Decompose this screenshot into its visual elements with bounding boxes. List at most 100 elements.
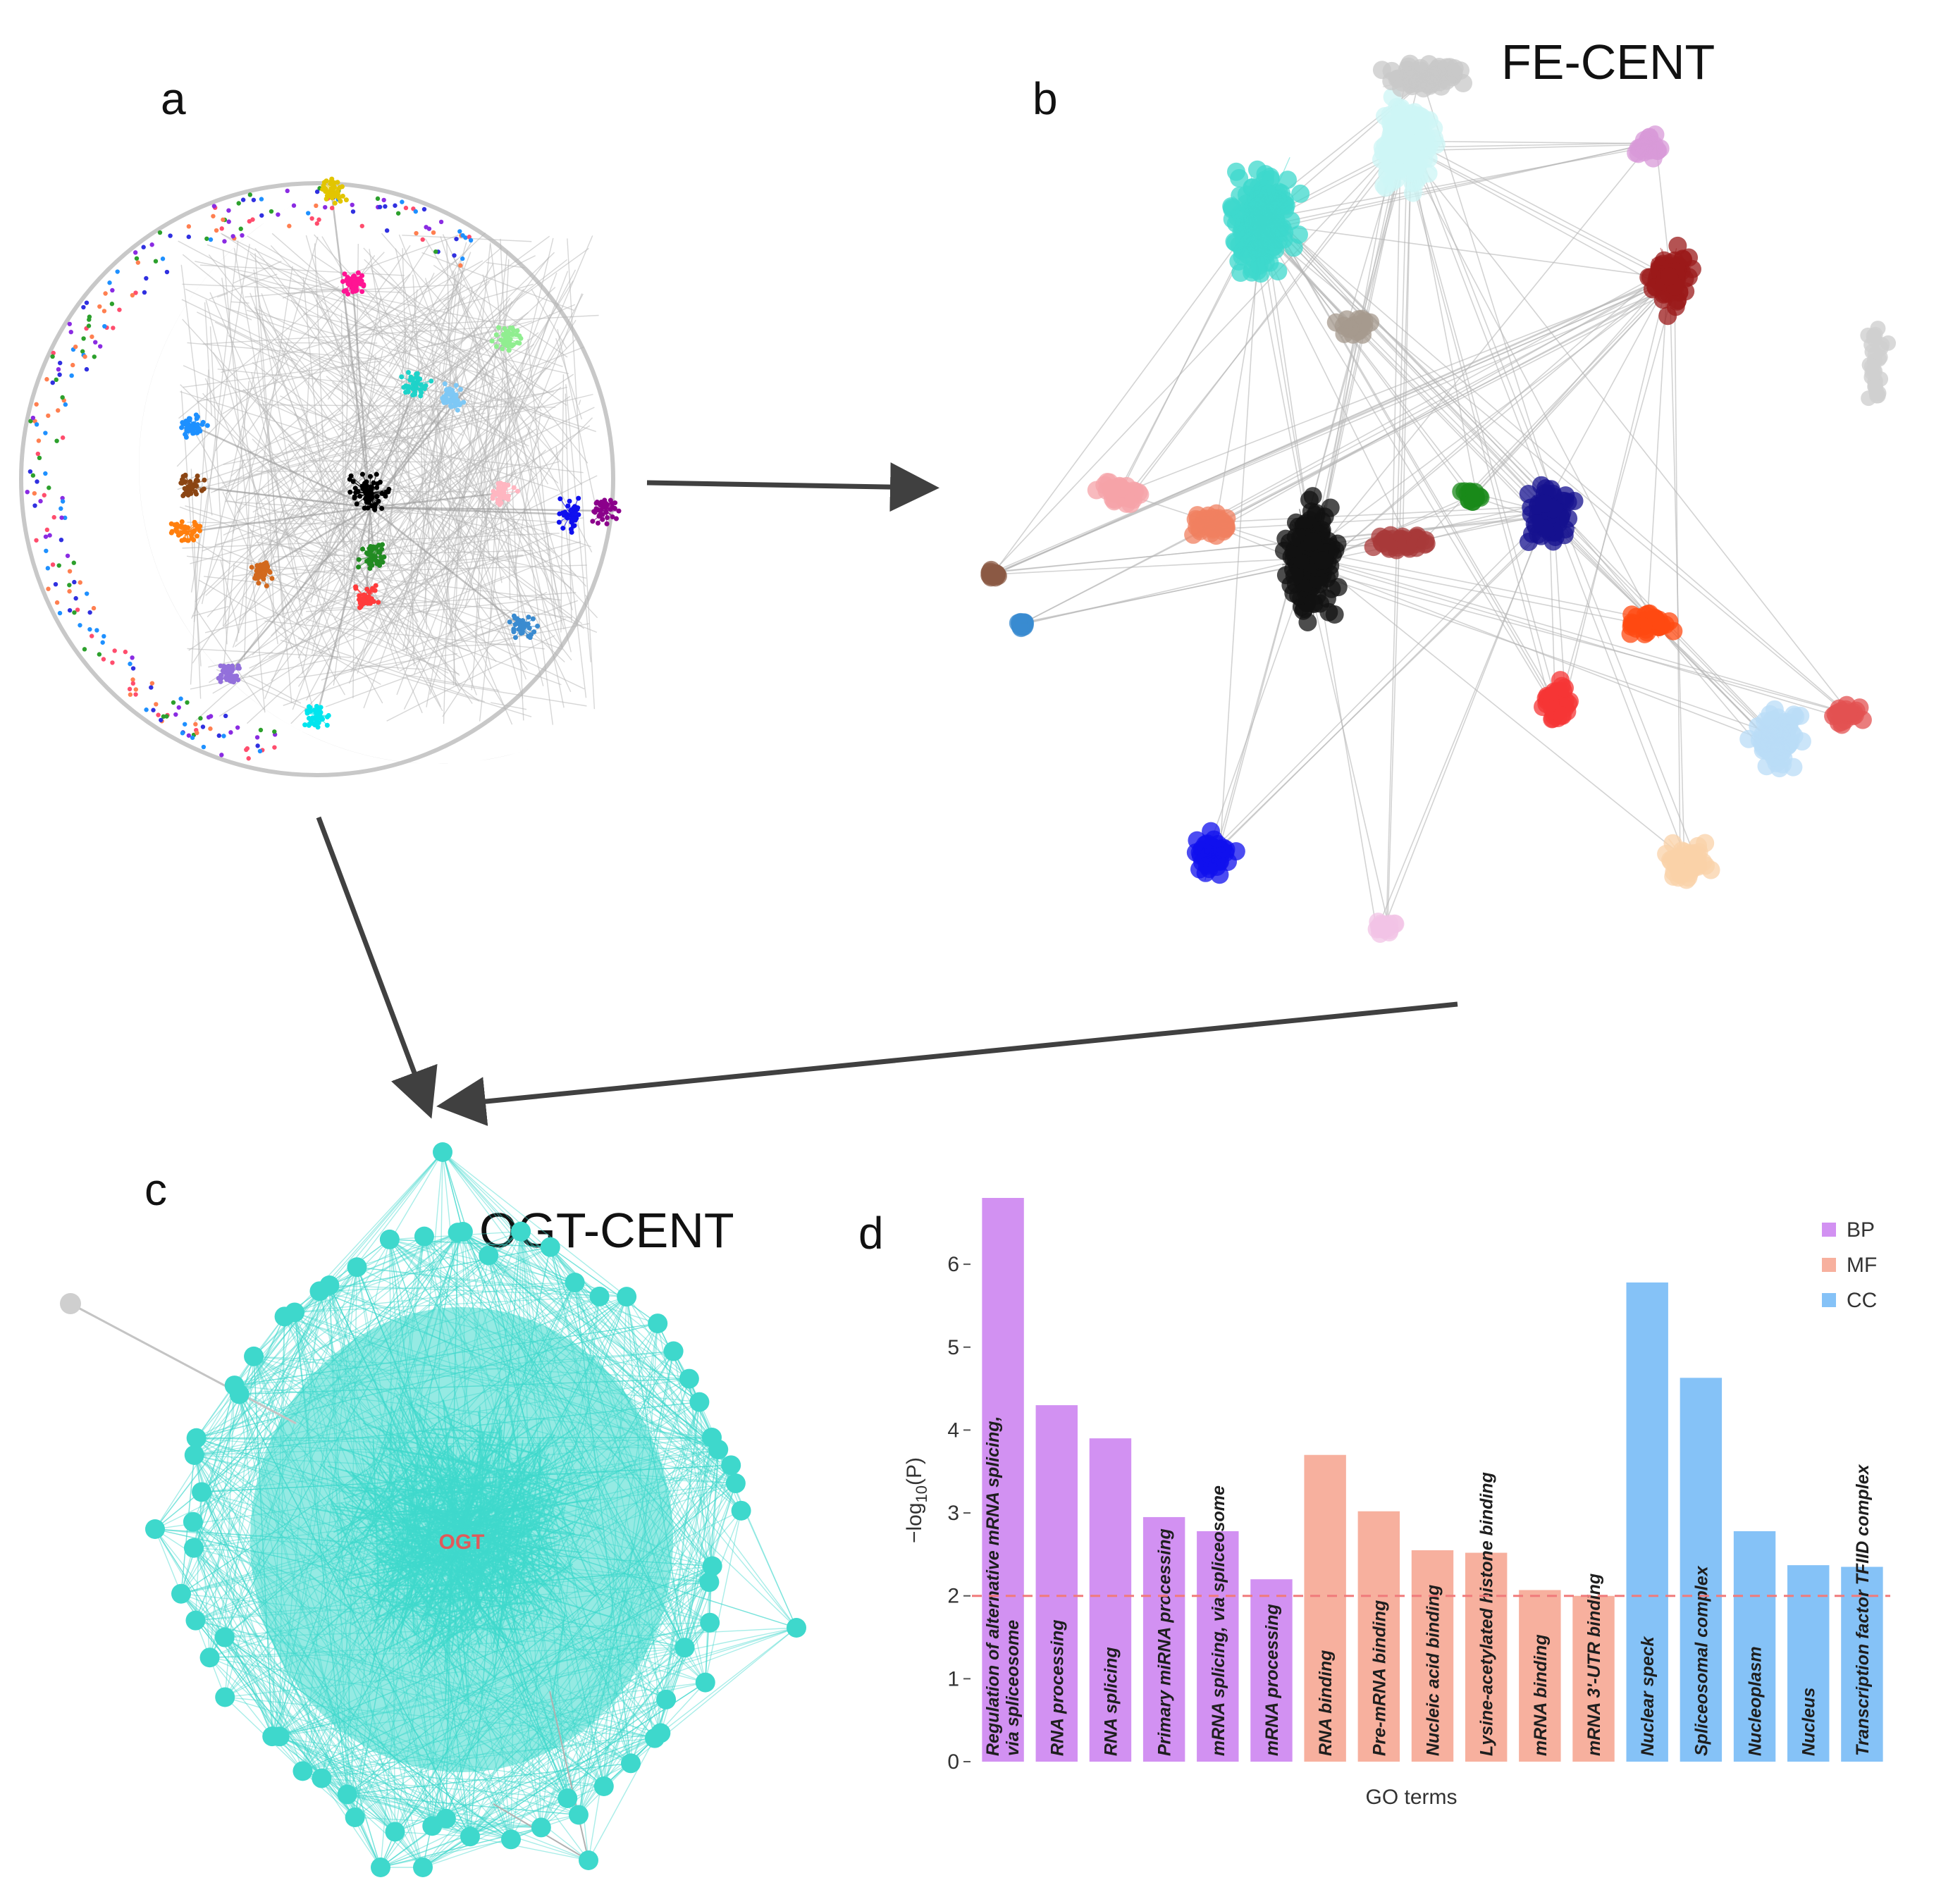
crescent-dot [226,208,231,213]
cluster-node [350,289,356,295]
cluster-node [1121,495,1140,514]
crescent-dot [142,290,147,295]
crescent-dot [84,300,90,305]
cluster-node [417,376,423,382]
cluster-node [519,630,525,636]
network-a-edge [192,406,359,664]
network-b-edge [1259,214,1469,497]
cluster-node [1285,567,1304,586]
network-a-edge [286,284,459,295]
crescent-dot [72,579,77,585]
panel-c: c OGT-CENT OGT [60,1142,806,1877]
cluster-node [1411,58,1430,78]
crescent-dot [393,203,398,208]
crescent-dot [67,588,72,594]
crescent-dot [134,256,140,261]
panel-c-letter: c [144,1164,167,1215]
network-a-edge [183,365,309,422]
crescent-dot [130,655,135,660]
cluster-node [399,374,405,380]
crescent-dot [67,569,73,574]
crescent-dot [35,479,39,484]
cluster-node [377,479,383,485]
crescent-dot [381,197,386,203]
cluster-node [613,516,619,521]
cluster-node [574,516,579,521]
cluster-node [183,473,188,478]
network-a-edge [312,576,505,657]
crescent-dot [59,515,64,520]
network-a-edge [442,615,510,717]
network-a-edge [365,285,460,377]
network-b-edge [1299,568,1768,733]
cluster-node [343,197,349,203]
network-a-edge [209,326,228,645]
crescent-dot [37,455,42,461]
crescent-dot [350,209,356,214]
network-a-edge [365,296,382,371]
crescent-dot [153,259,159,264]
cluster-node [364,558,370,564]
network-a-spoke [193,425,371,509]
cluster-node [461,400,467,405]
cluster-node [595,520,600,526]
cluster-node [179,425,185,431]
cluster-edge [355,493,371,497]
cluster-node [261,564,267,570]
crescent-dot [87,610,92,615]
cluster-node [356,564,362,570]
crescent-dot [206,715,211,720]
crescent-dot [291,203,297,208]
network-a-edge [369,249,383,340]
crescent-dot [246,756,251,761]
crescent-dot [219,226,224,231]
cluster-node [374,544,379,550]
crescent-dot [101,633,106,639]
network-a-spoke [186,506,371,533]
cluster-node [571,505,577,511]
network-a-edge [451,555,524,565]
network-a-cluster [507,613,541,641]
network-a-edge [221,233,548,393]
crescent-dot [457,229,462,234]
crescent-dot [254,735,260,740]
network-a-edge [225,500,559,523]
network-b-edge [1267,214,1547,509]
network-a-edge [248,675,302,704]
cluster-node [344,277,350,283]
network-a-edge [197,311,298,362]
cluster-node [1188,517,1207,536]
network-a-edge [379,428,538,520]
crescent-dot [285,188,290,194]
crescent-dot [127,686,133,692]
cluster-node [354,288,359,293]
cluster-node [184,419,190,425]
cluster-node [324,193,330,199]
network-b-edge [1410,139,1668,276]
crescent-dot [60,395,65,400]
network-b-cluster [1184,504,1236,545]
cluster-node [1369,917,1388,936]
crescent-dot [306,211,311,216]
cluster-node [228,675,234,681]
cluster-node [324,189,330,194]
network-a-edge [271,562,343,637]
crescent-dot [130,292,135,298]
cluster-node [1321,498,1340,517]
cluster-node [352,280,357,286]
network-a-edge [188,407,524,492]
cluster-node [200,419,206,425]
network-a-edge [335,624,513,676]
network-a-edge [182,283,402,293]
network-a-edge [396,313,557,595]
cluster-edge [369,481,381,494]
crescent-dot [314,203,319,209]
cluster-node [429,378,434,384]
cluster-node [377,559,383,564]
cluster-node [447,392,452,397]
crescent-dot [186,234,192,240]
network-b-edge [1411,147,1674,283]
cluster-node [453,392,459,398]
crescent-dot [92,354,97,359]
crescent-dot [45,566,51,571]
